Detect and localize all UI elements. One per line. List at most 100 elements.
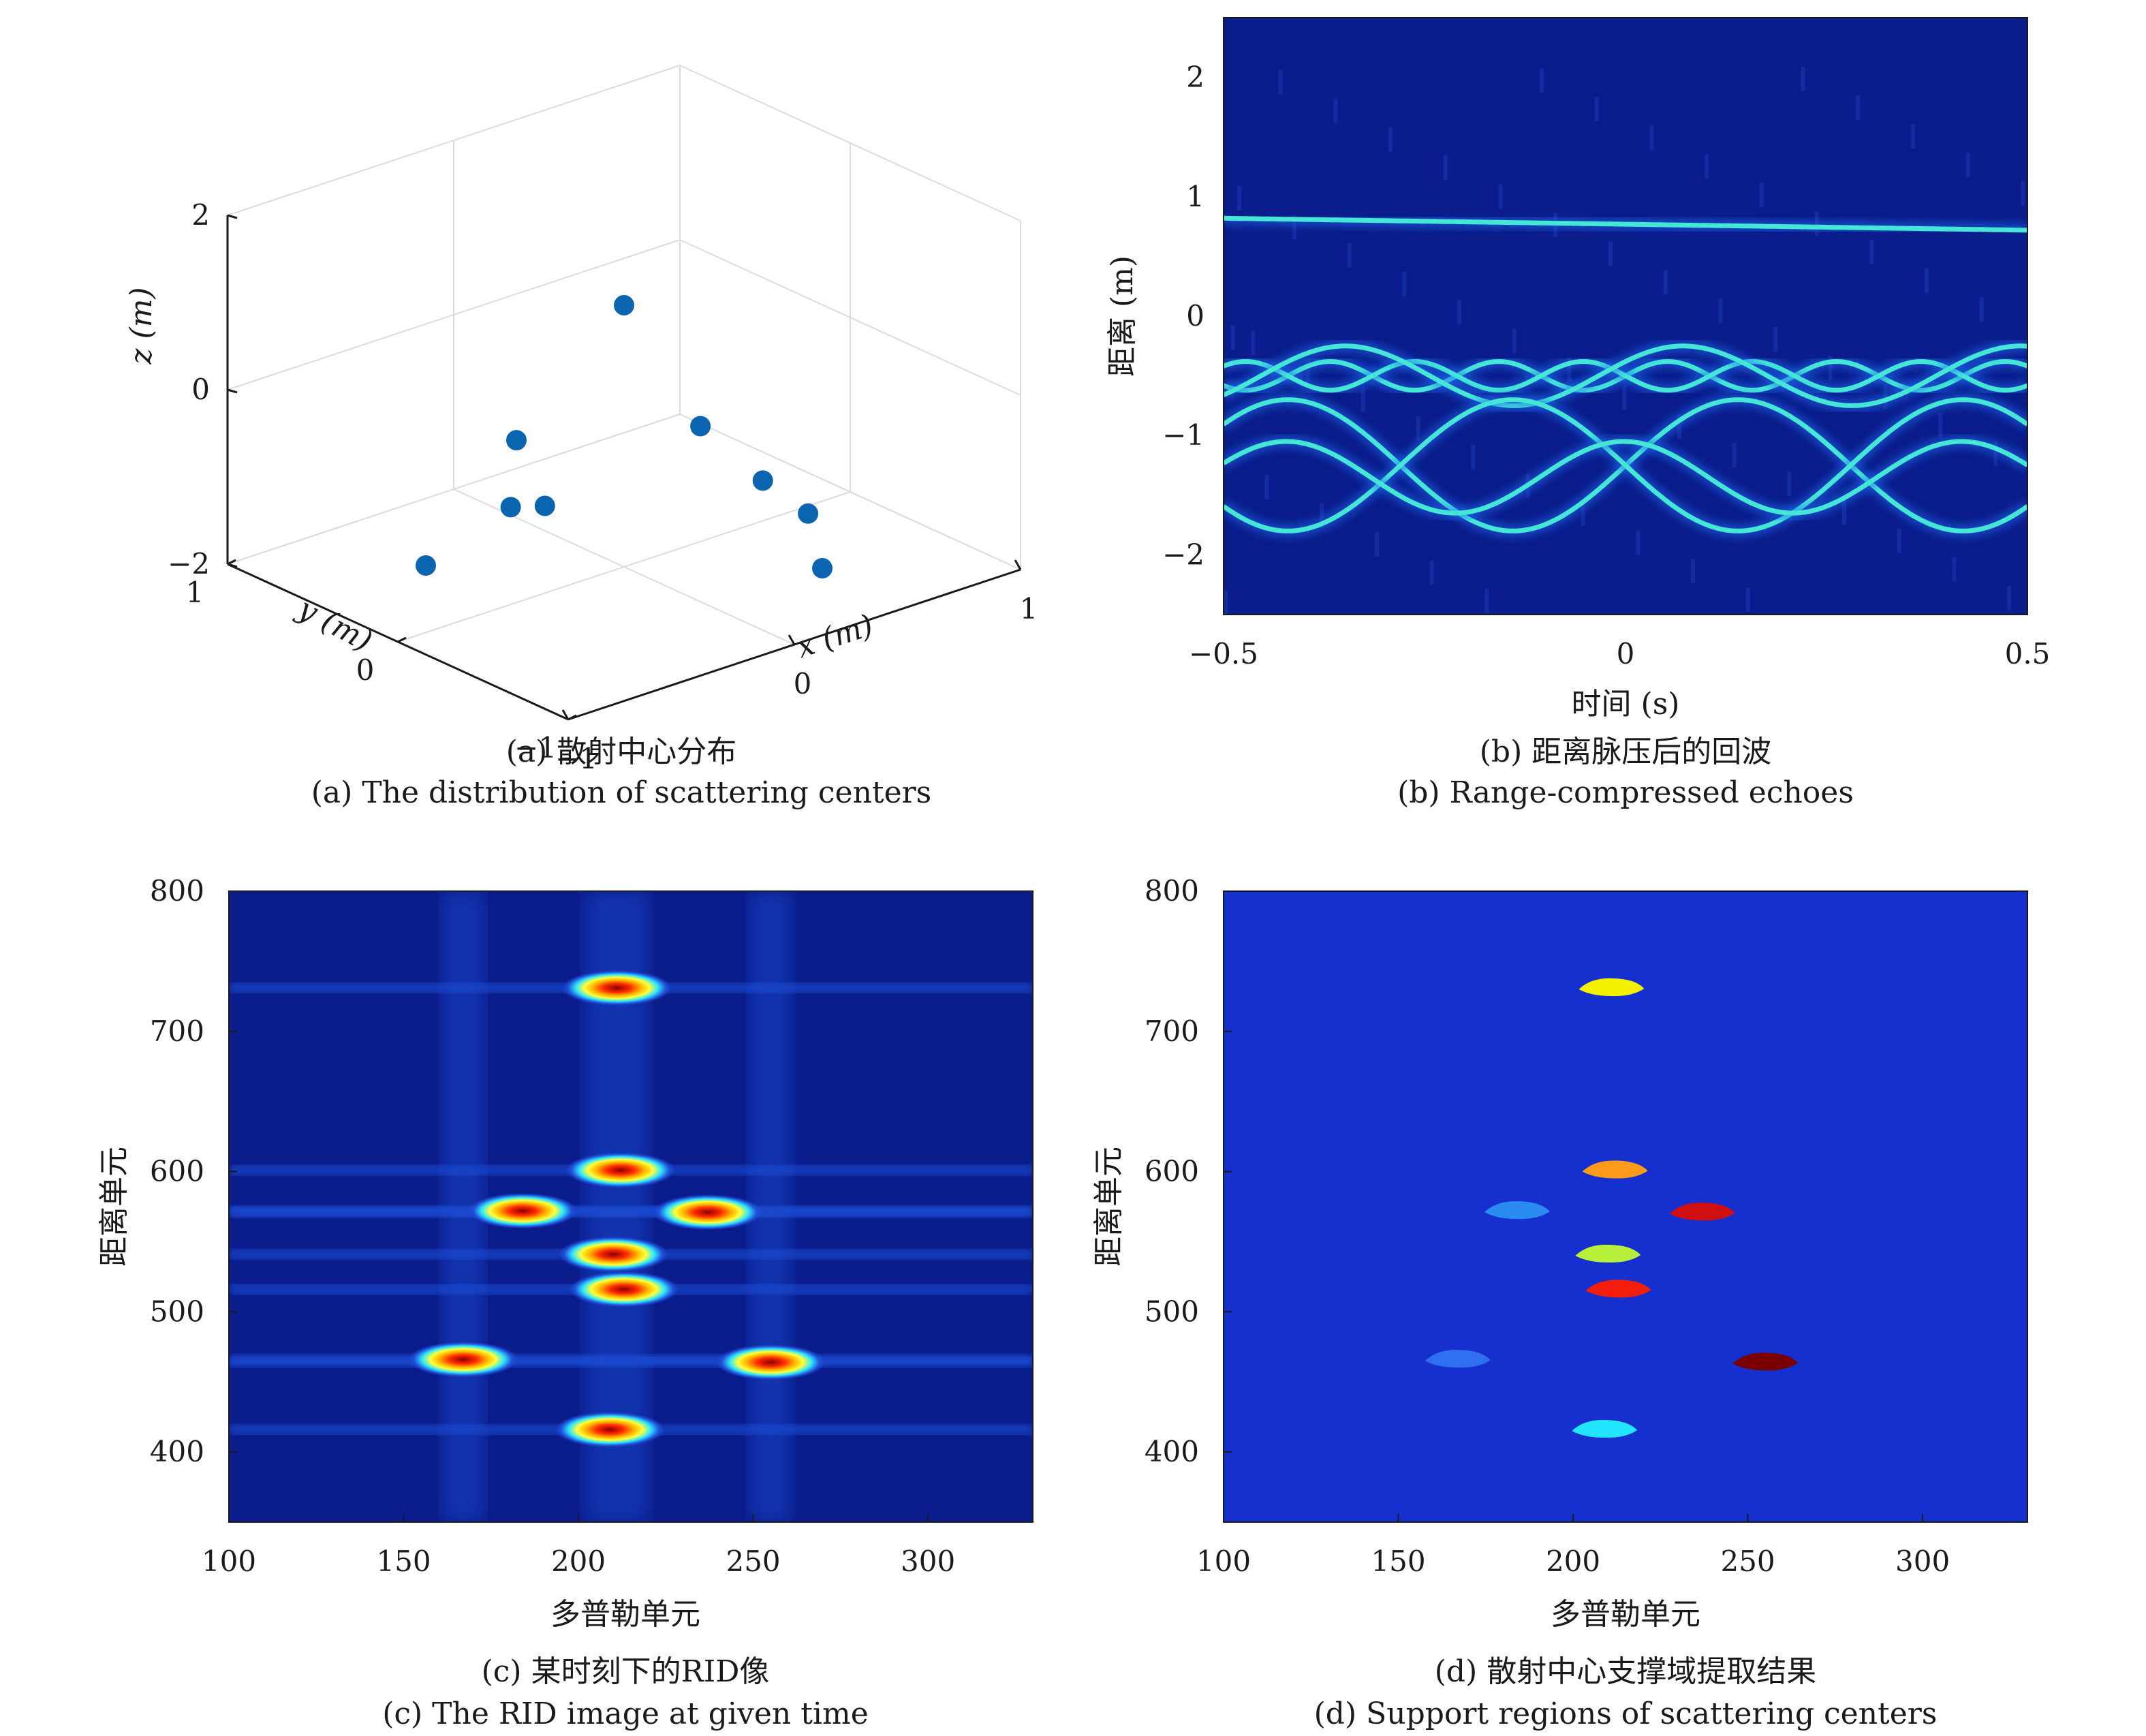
support-region xyxy=(1484,1201,1550,1220)
noise-streak xyxy=(1374,531,1379,557)
noise-streak xyxy=(1360,387,1365,412)
noise-streak xyxy=(1333,98,1338,123)
grid-line xyxy=(227,414,681,565)
track-line xyxy=(1224,397,2027,533)
panel-d: 100 150 200 250 300 400 500 600 700 800 多普勒单元 距离单… xyxy=(1091,874,2028,1731)
noise-streak xyxy=(1745,587,1750,613)
panel-d-x-label: 多普勒单元 xyxy=(1551,1597,1700,1632)
scatter-point xyxy=(416,555,436,576)
scatter-point xyxy=(534,495,555,516)
panel-a: −101−101−202 x (m) y (m) z (m) (a) 散射中心分… xyxy=(124,65,1038,810)
noise-streak xyxy=(1347,243,1352,268)
rid-peak xyxy=(562,970,672,1006)
panel-c-peaks xyxy=(408,970,826,1448)
support-region xyxy=(1585,1280,1651,1298)
z-tick xyxy=(227,563,238,568)
z-tick-label: 0 xyxy=(191,373,210,406)
support-region xyxy=(1732,1352,1799,1371)
noise-streak xyxy=(1952,557,1957,582)
noise-streak xyxy=(1457,300,1462,325)
x-tick-label: 250 xyxy=(1720,1545,1775,1578)
panel-a-z-label: z (m) xyxy=(124,287,159,365)
panel-d-ticks: 100 150 200 250 300 400 500 600 700 800 xyxy=(1145,874,2028,1578)
rid-peak xyxy=(559,1236,668,1272)
panel-b-ticks: −0.5 0 0.5 −2 −1 0 1 2 xyxy=(1162,17,2050,670)
panel-a-points xyxy=(416,295,833,578)
noise-streak xyxy=(1278,69,1283,95)
scatter-point xyxy=(614,295,634,315)
support-region xyxy=(1572,1420,1638,1438)
panel-b-tracks xyxy=(1224,67,2027,615)
grid-line xyxy=(227,239,681,390)
panel-c-caption-cn: (c) 某时刻下的RID像 xyxy=(482,1654,770,1689)
rid-peak xyxy=(555,1412,665,1448)
y-tick-label: 800 xyxy=(1145,874,1199,908)
panel-d-regions xyxy=(1425,978,1799,1438)
x-tick-label: 0 xyxy=(1617,637,1635,670)
noise-streak xyxy=(1388,127,1393,152)
noise-streak xyxy=(2007,585,2012,610)
panel-a-y-label: y (m) xyxy=(291,591,377,659)
noise-streak xyxy=(1429,560,1434,585)
x-tick-label: 150 xyxy=(376,1545,431,1578)
y-tick-label: −1 xyxy=(514,731,557,764)
panel-d-y-label: 距离单元 xyxy=(1091,1147,1126,1267)
noise-streak xyxy=(1718,298,1723,324)
panel-b-plot-area xyxy=(1224,18,2027,615)
x-tick-label: 0 xyxy=(794,667,812,700)
x-tick-label: 1 xyxy=(1020,592,1038,625)
noise-streak xyxy=(1773,327,1778,352)
y-tick-label: 500 xyxy=(150,1295,204,1328)
rid-peak xyxy=(716,1344,826,1380)
support-region xyxy=(1425,1350,1491,1368)
noise-streak xyxy=(1787,471,1792,497)
noise-streak xyxy=(1581,501,1585,527)
panel-c-x-label: 多普勒单元 xyxy=(550,1597,700,1632)
z-tick xyxy=(227,214,238,219)
range-band xyxy=(229,1357,1033,1367)
noise-streak xyxy=(1594,97,1599,122)
noise-streak xyxy=(1292,214,1296,239)
y-tick-label: 600 xyxy=(1145,1155,1199,1188)
grid-line xyxy=(679,239,1021,396)
grid-line xyxy=(679,414,1021,570)
panel-c-caption-en: (c) The RID image at given time xyxy=(382,1696,869,1731)
support-region xyxy=(1579,978,1645,997)
panel-a-x-label: x (m) xyxy=(792,608,877,665)
plot-frame xyxy=(1223,890,2028,1523)
noise-streak xyxy=(1705,154,1709,179)
noise-streak xyxy=(1471,444,1476,469)
noise-streak xyxy=(1608,241,1613,266)
noise-streak xyxy=(1856,95,1861,121)
noise-streak xyxy=(1251,330,1256,355)
panel-b-caption-cn: (b) 距离脉压后的回波 xyxy=(1480,734,1771,769)
noise-streak xyxy=(1897,528,1901,553)
noise-streak xyxy=(1649,125,1654,151)
panel-c: 100 150 200 250 300 400 500 600 700 800 多普勒单元 距离单… xyxy=(97,874,1033,1731)
noise-streak xyxy=(1691,559,1696,584)
noise-streak xyxy=(1925,268,1929,293)
y-tick-label: −2 xyxy=(1162,538,1204,571)
noise-streak xyxy=(1484,589,1489,614)
rid-peak xyxy=(565,1152,675,1188)
scatter-point xyxy=(752,470,773,491)
x-tick xyxy=(1014,559,1022,570)
y-tick xyxy=(397,636,407,643)
y-tick xyxy=(227,559,236,565)
noise-streak xyxy=(1443,155,1448,181)
scatter-point xyxy=(812,558,833,578)
y-tick-label: 600 xyxy=(150,1155,204,1188)
y-tick-label: 1 xyxy=(186,576,204,609)
grid-line xyxy=(679,65,1021,221)
y-tick-label: 0 xyxy=(1186,299,1204,332)
noise-streak xyxy=(1498,184,1503,209)
y-tick-label: 2 xyxy=(1186,61,1204,94)
panel-b-caption-en: (b) Range-compressed echoes xyxy=(1397,775,1854,810)
y-tick-label: 400 xyxy=(150,1435,204,1468)
z-tick xyxy=(227,388,238,394)
track-line xyxy=(1224,343,2027,408)
y-tick-label: 1 xyxy=(1186,180,1204,213)
noise-streak xyxy=(1622,386,1627,411)
x-tick-label: 300 xyxy=(901,1545,955,1578)
